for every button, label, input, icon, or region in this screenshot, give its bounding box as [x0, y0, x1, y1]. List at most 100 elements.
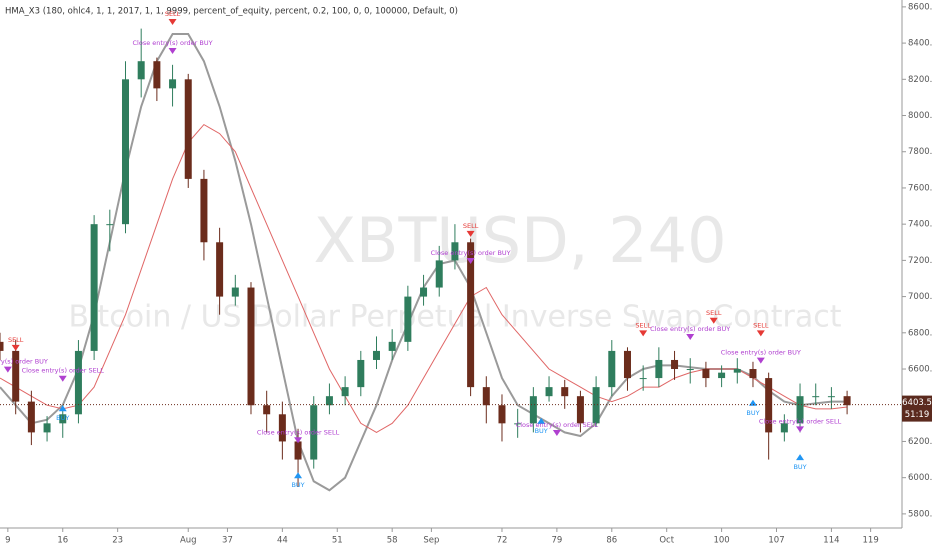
- signal-label: Close entry(s) order BUY: [650, 325, 730, 333]
- signal-label: Close entry(s) order BUY: [721, 349, 801, 357]
- x-tick-label: 86: [606, 536, 617, 546]
- y-tick-label: 8000.0: [908, 111, 932, 121]
- candle-body: [137, 61, 145, 80]
- candle-body: [310, 405, 318, 460]
- y-tick-label: 8600.0: [908, 2, 932, 12]
- candle-body: [686, 369, 694, 371]
- candle-body: [90, 224, 98, 351]
- x-tick-label: 119: [863, 536, 879, 546]
- y-tick-label: 7000.0: [908, 292, 932, 302]
- signal-marker: [3, 366, 12, 373]
- candle-body: [184, 79, 192, 179]
- signal-label: SELL: [635, 321, 651, 329]
- x-tick-label: 107: [768, 536, 784, 546]
- x-tick-label: Aug: [180, 536, 197, 546]
- signal-label: Close entry(s) order SELL: [759, 417, 842, 425]
- y-tick-label: 5800.0: [908, 509, 932, 519]
- x-tick-label: 9: [5, 536, 10, 546]
- candle-body: [263, 405, 271, 415]
- signal-marker: [639, 330, 648, 337]
- signal-label: SELL: [8, 336, 24, 344]
- signal-label: SELL: [165, 10, 181, 18]
- candle-body: [200, 178, 208, 243]
- watermark: XBTUSD, 240: [313, 204, 726, 277]
- signal-marker: [709, 317, 718, 324]
- candle-body: [451, 242, 459, 261]
- candle-body: [827, 396, 835, 398]
- signal-marker: [796, 454, 805, 461]
- signal-marker: [552, 430, 561, 437]
- candle-body: [43, 423, 51, 433]
- candle-body: [592, 387, 600, 424]
- signal-marker: [58, 375, 67, 382]
- candle-body: [467, 242, 475, 388]
- candle-body: [294, 441, 302, 460]
- candle-body: [812, 396, 820, 398]
- y-tick-label: 7200.0: [908, 256, 932, 266]
- x-tick-label: 58: [387, 536, 398, 546]
- signal-label: BUY: [746, 409, 759, 417]
- candle-body: [420, 287, 428, 297]
- candle-body: [106, 224, 114, 226]
- candle-body: [561, 387, 569, 397]
- y-tick-label: 8400.0: [908, 39, 932, 49]
- candle-body: [404, 296, 412, 342]
- candle-body: [498, 405, 506, 424]
- signal-label: Close entry(s) order SELL: [516, 421, 599, 429]
- candle-body: [718, 372, 726, 379]
- y-tick-label: 6000.0: [908, 473, 932, 483]
- candle-body: [576, 396, 584, 424]
- signal-label: Close entry(s) order BUY: [431, 249, 511, 257]
- candle-body: [169, 79, 177, 89]
- signal-label: BUY: [535, 427, 548, 435]
- signal-marker: [537, 417, 546, 424]
- candle-body: [216, 242, 224, 297]
- signal-marker: [756, 330, 765, 337]
- candle-body: [608, 350, 616, 388]
- candle-body: [372, 350, 380, 360]
- candle-body: [357, 359, 365, 388]
- signal-label: Close entry(s) order SELL: [22, 367, 105, 375]
- x-tick-label: 44: [277, 536, 288, 546]
- y-tick-label: 6200.0: [908, 437, 932, 447]
- y-tick-label: 7800.0: [908, 147, 932, 157]
- candle-body: [545, 387, 553, 397]
- x-tick-label: 79: [551, 536, 562, 546]
- candle-body: [765, 378, 773, 433]
- signal-label: SELL: [706, 309, 722, 317]
- signal-marker: [466, 230, 475, 237]
- candle-body: [121, 79, 129, 225]
- x-tick-label: 114: [823, 536, 839, 546]
- candle-body: [514, 423, 522, 425]
- x-tick-label: 16: [57, 536, 68, 546]
- x-tick-label: Sep: [423, 536, 439, 546]
- y-tick-label: 7400.0: [908, 220, 932, 230]
- signal-marker: [294, 437, 303, 444]
- y-tick-label: 8200.0: [908, 75, 932, 85]
- candle-body: [529, 396, 537, 424]
- candle-body: [671, 359, 679, 370]
- candle-body: [482, 387, 490, 406]
- candle-body: [702, 369, 710, 379]
- signal-label: BUY: [291, 481, 304, 489]
- candle-body: [655, 359, 663, 379]
- y-tick-label: 6800.0: [908, 328, 932, 338]
- signal-marker: [168, 18, 177, 25]
- signal-marker: [796, 426, 805, 433]
- signal-label: SELL: [753, 321, 769, 329]
- candle-body: [325, 396, 333, 406]
- x-tick-label: 23: [112, 536, 123, 546]
- candle-body: [12, 350, 20, 402]
- candle-body: [231, 287, 239, 297]
- signal-label: SELL: [463, 222, 479, 230]
- last-price-tag: [902, 395, 932, 422]
- candle-body: [733, 369, 741, 373]
- signal-label: BUY: [56, 414, 69, 422]
- last-price-label: 6403.5: [902, 398, 932, 408]
- candle-body: [27, 401, 35, 433]
- candle-body: [341, 387, 349, 397]
- y-tick-label: 6600.0: [908, 365, 932, 375]
- watermark-subtitle: Bitcoin / US Dollar Perpetual Inverse Sw…: [69, 300, 842, 335]
